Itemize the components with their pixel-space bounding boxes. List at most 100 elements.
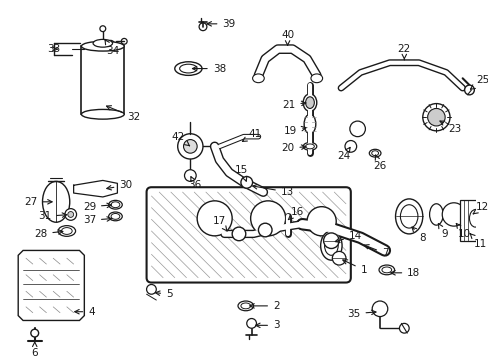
Ellipse shape [174,62,202,75]
Ellipse shape [371,151,378,156]
Ellipse shape [108,212,122,221]
Circle shape [177,134,203,159]
Ellipse shape [179,64,197,73]
Bar [459,200,488,241]
Circle shape [323,233,339,248]
Circle shape [246,319,256,328]
Ellipse shape [108,201,122,209]
Circle shape [146,284,156,294]
Ellipse shape [42,181,70,222]
Circle shape [250,201,285,236]
Text: 1: 1 [342,260,366,275]
Circle shape [65,209,77,220]
Ellipse shape [81,109,124,119]
Text: 7: 7 [364,245,388,258]
Text: 16: 16 [288,207,304,220]
Text: 42: 42 [171,132,189,146]
Ellipse shape [381,267,391,273]
Circle shape [106,40,114,48]
Text: 19: 19 [284,126,305,136]
Circle shape [441,203,465,226]
Text: 17: 17 [212,216,227,231]
Ellipse shape [61,228,72,234]
Text: 20: 20 [281,143,305,153]
Circle shape [31,329,39,337]
Circle shape [332,251,345,265]
Ellipse shape [305,144,314,149]
Text: 23: 23 [439,121,460,134]
Text: 35: 35 [346,309,375,319]
Ellipse shape [58,226,76,237]
Ellipse shape [305,97,314,108]
Circle shape [68,212,74,217]
Text: 13: 13 [252,185,293,197]
Ellipse shape [303,94,316,111]
Ellipse shape [324,236,338,255]
Circle shape [427,108,444,126]
Text: 29: 29 [82,202,111,212]
Text: 5: 5 [155,289,172,299]
Ellipse shape [93,39,112,47]
Text: 3: 3 [255,320,279,330]
Circle shape [464,85,473,95]
Ellipse shape [304,114,315,134]
Ellipse shape [111,213,120,219]
Circle shape [241,176,252,188]
Text: 33: 33 [47,44,61,54]
Circle shape [184,170,196,181]
Text: 22: 22 [397,44,410,60]
Ellipse shape [252,74,264,83]
Circle shape [371,301,387,316]
Circle shape [399,323,408,333]
Text: 32: 32 [106,106,140,122]
Circle shape [100,26,105,32]
Ellipse shape [238,301,253,311]
Text: 26: 26 [373,155,386,171]
Text: 12: 12 [472,202,488,214]
Text: 10: 10 [455,224,470,239]
Text: 34: 34 [105,40,119,56]
Circle shape [258,223,271,237]
Text: 14: 14 [335,231,362,243]
Text: 8: 8 [411,227,425,243]
Text: 28: 28 [34,229,62,239]
Ellipse shape [429,204,442,225]
Text: 4: 4 [75,307,95,317]
Ellipse shape [241,303,250,309]
Text: 9: 9 [437,224,447,239]
Ellipse shape [378,265,394,275]
Circle shape [306,207,336,236]
Ellipse shape [303,143,316,150]
Text: 6: 6 [31,342,38,357]
Circle shape [344,140,356,152]
Text: 24: 24 [337,147,350,161]
Ellipse shape [310,74,322,83]
Text: 2: 2 [249,301,279,311]
Ellipse shape [320,231,342,260]
Text: 37: 37 [82,215,111,225]
Text: 39: 39 [206,19,235,29]
Ellipse shape [400,205,417,228]
Text: 40: 40 [281,30,294,45]
Text: 30: 30 [106,180,132,190]
Ellipse shape [111,202,120,208]
Circle shape [349,121,365,137]
Text: 41: 41 [242,129,262,141]
Text: 31: 31 [38,211,66,221]
Ellipse shape [81,41,124,51]
Ellipse shape [395,199,422,234]
Text: 27: 27 [24,197,52,207]
Ellipse shape [368,149,380,157]
Text: 38: 38 [192,64,225,73]
Text: 11: 11 [469,234,486,249]
Ellipse shape [468,210,480,227]
Circle shape [422,104,449,131]
Polygon shape [18,251,84,320]
Circle shape [199,23,206,31]
Circle shape [183,140,197,153]
Text: 25: 25 [469,75,488,89]
Circle shape [197,201,232,236]
Circle shape [232,227,245,241]
Text: 36: 36 [188,177,202,190]
Bar [81,46,124,114]
